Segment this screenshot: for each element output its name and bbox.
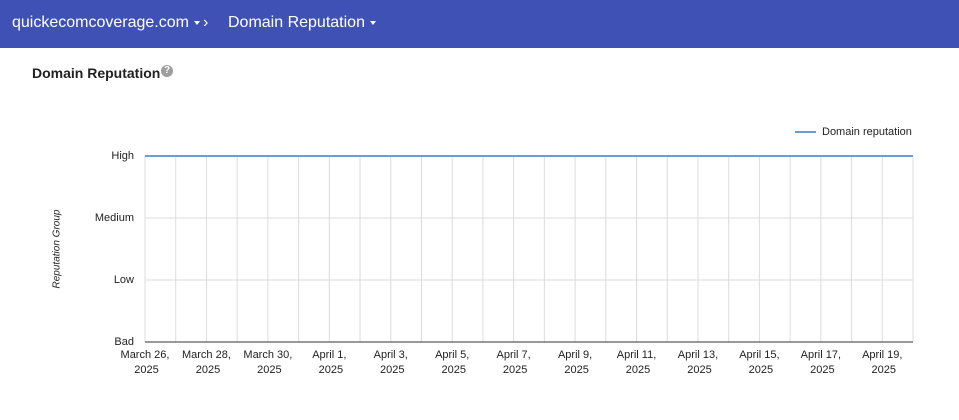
crumb-text: Domain Reputation — [228, 14, 365, 31]
page-crumb[interactable]: Domain Reputation — [228, 14, 376, 32]
x-tick-label: April 1, 2025 — [312, 349, 346, 376]
help-icon[interactable]: ? — [161, 65, 173, 77]
top-bar: quickecomcoverage.com › Domain Reputatio… — [0, 0, 959, 48]
legend-label: Domain reputation — [822, 126, 912, 138]
y-tick-label: Low — [114, 274, 134, 286]
separator: › — [203, 14, 209, 31]
x-tick-label: April 9, 2025 — [558, 349, 592, 376]
x-tick-label: April 7, 2025 — [497, 349, 531, 376]
y-tick-label: Bad — [114, 336, 134, 348]
x-tick-label: April 11, 2025 — [617, 349, 657, 376]
x-tick-label: April 3, 2025 — [374, 349, 408, 376]
x-tick-label: April 17, 2025 — [801, 349, 841, 376]
x-tick-label: April 15, 2025 — [739, 349, 779, 376]
y-tick-label: High — [111, 150, 134, 162]
site-crumb[interactable]: quickecomcoverage.com — [12, 14, 200, 32]
x-tick-label: April 13, 2025 — [678, 349, 718, 376]
x-tick-label: April 5, 2025 — [435, 349, 469, 376]
x-tick-label: March 30, 2025 — [243, 349, 292, 376]
x-tick-label: April 19, 2025 — [862, 349, 902, 376]
crumb-text: quickecomcoverage.com — [12, 14, 189, 31]
page-title: Domain Reputation — [32, 65, 161, 81]
x-tick-label: March 26, 2025 — [121, 349, 170, 376]
x-tick-label: March 28, 2025 — [182, 349, 231, 376]
y-axis-title: Reputation Group — [52, 209, 63, 288]
y-tick-label: Medium — [95, 212, 134, 224]
